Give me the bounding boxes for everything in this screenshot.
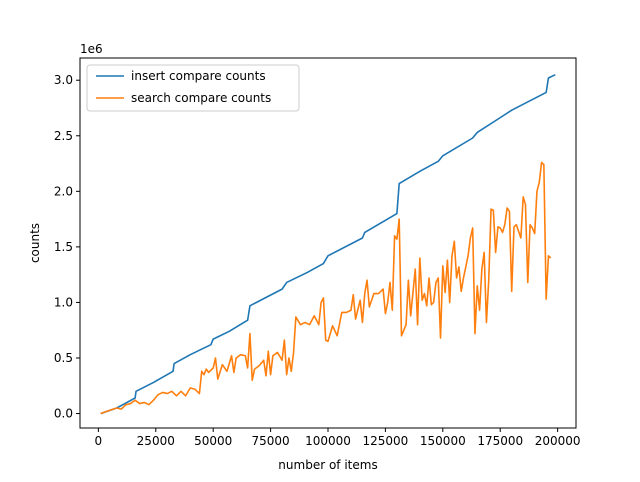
y-tick-label: 2.0 — [54, 184, 73, 198]
x-tick-label: 25000 — [137, 434, 175, 448]
y-axis-offset-label: 1e6 — [80, 42, 103, 56]
x-tick-label: 0 — [95, 434, 103, 448]
y-tick-label: 2.5 — [54, 129, 73, 143]
y-tick-label: 1.5 — [54, 240, 73, 254]
plot-lines — [100, 73, 556, 415]
x-tick-label: 50000 — [194, 434, 232, 448]
x-tick-label: 75000 — [251, 434, 289, 448]
x-tick-label: 100000 — [305, 434, 351, 448]
x-tick-label: 150000 — [420, 434, 466, 448]
legend: insert compare counts search compare cou… — [86, 64, 300, 112]
y-axis-label: counts — [28, 223, 42, 263]
legend-label-search: search compare counts — [131, 91, 271, 105]
legend-box — [86, 64, 300, 112]
series-line-insert — [100, 73, 556, 415]
series-line-search — [100, 161, 552, 415]
y-tick-label: 3.0 — [54, 73, 73, 87]
legend-label-insert: insert compare counts — [131, 69, 266, 83]
x-axis-label: number of items — [278, 458, 377, 472]
y-tick-label: 0.5 — [54, 351, 73, 365]
x-tick-label: 175000 — [477, 434, 523, 448]
x-axis-ticks: 0 25000 50000 75000 100000 125000 150000 175000… — [95, 428, 581, 448]
y-tick-label: 0.0 — [54, 407, 73, 421]
y-tick-label: 1.0 — [54, 295, 73, 309]
y-axis-ticks: 0.0 0.5 1.0 1.5 2.0 2.5 3.0 — [54, 73, 80, 421]
x-tick-label: 200000 — [535, 434, 581, 448]
x-tick-label: 125000 — [363, 434, 409, 448]
